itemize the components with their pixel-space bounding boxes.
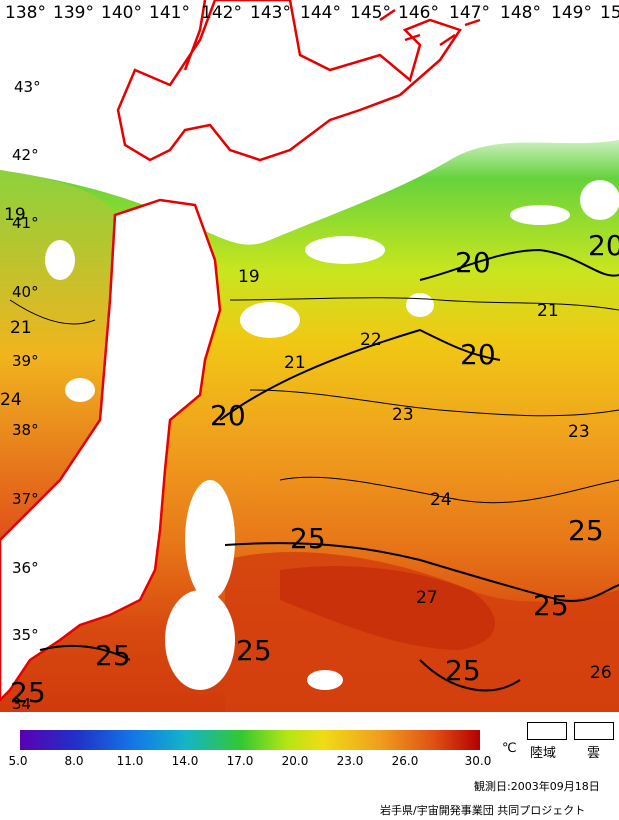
legend: ℃ 陸域 雲 観測日:2003年09月18日 岩手県/宇宙開発事業団 共同プロジ… [0,712,619,820]
lat-label: 37° [12,490,39,508]
lon-label: 147° [449,3,490,23]
lon-label: 144° [300,3,341,23]
scale-tick: 11.0 [116,754,144,768]
observation-date: 観測日:2003年09月18日 [474,780,600,793]
lon-label: 15 [600,3,619,23]
isotherm-label: 23 [392,405,414,425]
isotherm-label: 25 [290,522,326,555]
isotherm-label: 19 [4,205,26,225]
isotherm-label: 20 [210,399,246,432]
sakhalin-land [183,0,207,71]
cloud-patches [45,180,619,690]
scale-tick: 30.0 [464,754,492,768]
latitude-labels: 43° 42° 41° 40° 39° 38° 37° 36° 35° 34 [12,78,41,712]
isotherm-label: 21 [10,318,32,338]
credit-text: 岩手県/宇宙開発事業団 共同プロジェクト [380,804,586,817]
land-swatch [527,722,567,740]
isotherm-label: 22 [360,330,382,350]
lon-label: 138° [5,3,46,23]
isotherm-value-labels: 19 21 24 19 21 20 22 23 23 20 21 20 20 2… [0,205,619,709]
warm-core [280,566,495,650]
isotherm-label: 24 [0,390,22,410]
lon-label: 143° [250,3,291,23]
lat-label: 41° [12,214,39,232]
isotherm-label: 19 [238,267,260,287]
scale-tick: 5.0 [8,754,28,768]
lon-label: 141° [149,3,190,23]
isotherm-label: 21 [284,353,306,373]
kuril-islands [379,8,481,47]
isotherm-label: 20 [460,338,496,371]
lon-label: 145° [350,3,391,23]
scale-tick: 26.0 [391,754,419,768]
land-label: 陸域 [530,746,557,761]
lon-label: 140° [101,3,142,23]
isotherm-label: 23 [568,422,590,442]
lon-label: 142° [201,3,242,23]
unit-label: ℃ [502,741,517,756]
isotherm-label: 20 [455,246,491,279]
japan-sea-area [0,170,115,540]
sea-surface-temperature-map: 138° 139° 140° 141° 142° 143° 144° 145° … [0,0,619,712]
isotherm-label: 25 [95,639,131,672]
isotherm-label: 25 [10,676,46,709]
lat-label: 42° [12,146,39,164]
isotherm-label: 20 [588,229,619,262]
cloud-label: 雲 [587,746,601,761]
lon-label: 149° [551,3,592,23]
hokkaido-land [116,0,462,162]
honshu-land [0,198,222,702]
lon-label: 139° [53,3,94,23]
cloud-swatch [574,722,614,740]
scale-tick: 17.0 [226,754,254,768]
color-scale-bar [20,730,480,750]
lon-label: 146° [398,3,439,23]
lat-label: 43° [14,78,41,96]
isotherm-label: 25 [568,514,604,547]
thin-isotherms [9,297,619,504]
isotherm-label: 25 [445,654,481,687]
lat-label: 38° [12,421,39,439]
scale-tick: 20.0 [281,754,309,768]
isotherm-label: 26 [590,663,612,683]
isotherm-label: 27 [416,588,438,608]
lat-label: 39° [12,352,39,370]
longitude-labels: 138° 139° 140° 141° 142° 143° 144° 145° … [5,3,619,23]
lat-label: 34 [12,695,31,712]
isotherm-contours [39,248,619,692]
isotherm-label: 24 [430,490,452,510]
lat-label: 35° [12,626,39,644]
isotherm-label: 21 [537,301,559,321]
lat-label: 40° [12,283,39,301]
scale-tick: 8.0 [64,754,84,768]
isotherm-label: 25 [533,589,569,622]
scale-tick: 14.0 [171,754,199,768]
isotherm-label: 25 [236,634,272,667]
scale-tick: 23.0 [336,754,364,768]
lon-label: 148° [500,3,541,23]
lat-label: 36° [12,559,39,577]
